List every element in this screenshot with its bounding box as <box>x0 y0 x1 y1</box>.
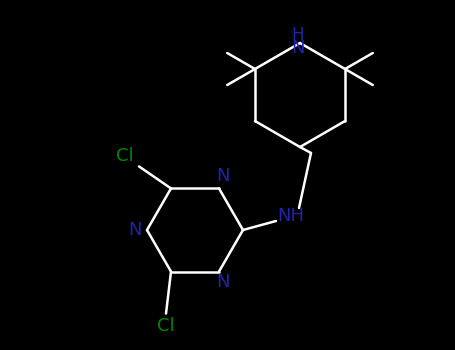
Text: N: N <box>128 221 142 239</box>
Text: N: N <box>216 167 230 186</box>
Text: Cl: Cl <box>157 316 175 335</box>
Text: NH: NH <box>278 207 304 225</box>
Text: N: N <box>291 39 305 57</box>
Text: H: H <box>292 26 304 44</box>
Text: Cl: Cl <box>116 147 134 166</box>
Text: N: N <box>216 273 230 290</box>
